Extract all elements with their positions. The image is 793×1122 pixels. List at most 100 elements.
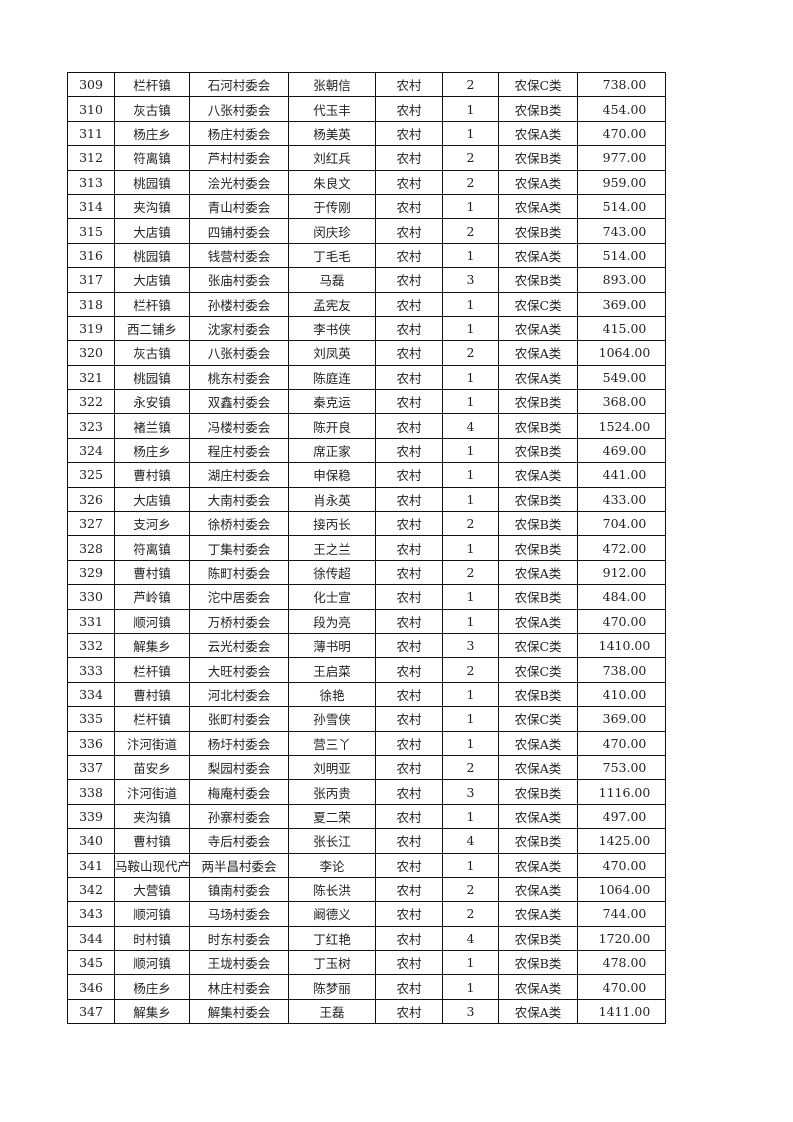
table-row: 341马鞍山现代产业园两半昌村委会李论农村1农保A类470.00 bbox=[67, 852, 666, 878]
area-type-cell: 农村 bbox=[375, 169, 443, 195]
table-row: 326 大店镇 大南村委会 肖永英 农村 1 农保B类 433.00 bbox=[67, 486, 666, 513]
person-name-cell: 阚德义 bbox=[288, 901, 376, 927]
town-cell: 解集乡 bbox=[114, 632, 190, 659]
table-row: 321 桃园镇 桃东村委会 陈庭连 农村 1 农保A类 549.00 bbox=[67, 364, 666, 391]
village-committee-cell: 丁集村委会 bbox=[189, 535, 289, 561]
table-row: 313 桃园镇 浍光村委会 朱良文 农村 2 农保A类 959.00 bbox=[67, 169, 666, 195]
area-type-cell: 农村 bbox=[375, 779, 443, 805]
row-number-cell: 312 bbox=[67, 145, 115, 171]
insurance-category-cell: 农保A类 bbox=[498, 169, 578, 195]
area-type-cell: 农村 bbox=[375, 730, 443, 756]
row-number-cell: 344 bbox=[67, 925, 115, 952]
insurance-category-cell: 农保A类 bbox=[498, 998, 578, 1025]
row-number-cell: 334 bbox=[67, 681, 115, 708]
table-row: 346 杨庄乡 林庄村委会 陈梦丽 农村 1 农保A类 470.00 bbox=[67, 974, 666, 1000]
area-type-cell: 农村 bbox=[375, 974, 443, 1000]
person-name-cell: 李论 bbox=[288, 852, 376, 878]
row-number-cell: 347 bbox=[67, 998, 115, 1025]
village-committee-cell: 石河村委会 bbox=[189, 71, 289, 98]
area-type-cell: 农村 bbox=[375, 828, 443, 854]
household-size-cell: 2 bbox=[442, 71, 499, 98]
insurance-category-cell: 农保C类 bbox=[498, 291, 578, 317]
area-type-cell: 农村 bbox=[375, 120, 443, 147]
person-name-cell: 孙雪侠 bbox=[288, 706, 376, 732]
row-number-cell: 311 bbox=[67, 120, 115, 147]
row-number-cell: 342 bbox=[67, 876, 115, 903]
table-row: 325 曹村镇 湖庄村委会 申保稳 农村 1 农保A类 441.00 bbox=[67, 462, 666, 488]
table-row: 340 曹村镇 寺后村委会 张长江 农村 4 农保B类 1425.00 bbox=[67, 828, 666, 854]
person-name-cell: 杨美英 bbox=[288, 120, 376, 147]
amount-cell: 484.00 bbox=[577, 584, 666, 610]
village-committee-cell: 万桥村委会 bbox=[189, 608, 289, 634]
insurance-category-cell: 农保B类 bbox=[498, 950, 578, 976]
area-type-cell: 农村 bbox=[375, 925, 443, 952]
insurance-category-cell: 农保A类 bbox=[498, 852, 578, 878]
person-name-cell: 陈长洪 bbox=[288, 876, 376, 903]
village-committee-cell: 梨园村委会 bbox=[189, 754, 289, 781]
amount-cell: 1116.00 bbox=[577, 779, 666, 805]
area-type-cell: 农村 bbox=[375, 803, 443, 830]
insurance-category-cell: 农保A类 bbox=[498, 974, 578, 1000]
area-type-cell: 农村 bbox=[375, 950, 443, 976]
town-cell: 栏杆镇 bbox=[114, 291, 190, 317]
amount-cell: 1410.00 bbox=[577, 632, 666, 659]
insurance-category-cell: 农保A类 bbox=[498, 462, 578, 488]
area-type-cell: 农村 bbox=[375, 413, 443, 439]
village-committee-cell: 杨圩村委会 bbox=[189, 730, 289, 756]
person-name-cell: 肖永英 bbox=[288, 486, 376, 513]
table-row: 314 夹沟镇 青山村委会 于传刚 农村 1 农保A类 514.00 bbox=[67, 193, 666, 220]
household-size-cell: 2 bbox=[442, 876, 499, 903]
household-size-cell: 1 bbox=[442, 706, 499, 732]
table-row: 319 西二铺乡 沈家村委会 李书侠 农村 1 农保A类 415.00 bbox=[67, 315, 666, 342]
area-type-cell: 农村 bbox=[375, 632, 443, 659]
row-number-cell: 322 bbox=[67, 389, 115, 415]
village-committee-cell: 梅庵村委会 bbox=[189, 779, 289, 805]
town-cell: 夹沟镇 bbox=[114, 193, 190, 220]
village-committee-cell: 浍光村委会 bbox=[189, 169, 289, 195]
village-committee-cell: 钱营村委会 bbox=[189, 242, 289, 269]
insurance-category-cell: 农保C类 bbox=[498, 71, 578, 98]
village-committee-cell: 林庄村委会 bbox=[189, 974, 289, 1000]
insurance-category-cell: 农保C类 bbox=[498, 706, 578, 732]
table-row: 309 栏杆镇 石河村委会 张朝信 农村 2 农保C类 738.00 bbox=[67, 71, 666, 98]
village-committee-cell: 孙楼村委会 bbox=[189, 291, 289, 317]
household-size-cell: 1 bbox=[442, 437, 499, 464]
town-cell: 大店镇 bbox=[114, 267, 190, 293]
amount-cell: 514.00 bbox=[577, 242, 666, 269]
town-cell: 芦岭镇 bbox=[114, 584, 190, 610]
row-number-cell: 313 bbox=[67, 169, 115, 195]
person-name-cell: 李书侠 bbox=[288, 315, 376, 342]
village-committee-cell: 湖庄村委会 bbox=[189, 462, 289, 488]
row-number-cell: 343 bbox=[67, 901, 115, 927]
area-type-cell: 农村 bbox=[375, 193, 443, 220]
table-row: 332 解集乡 云光村委会 薄书明 农村 3 农保C类 1410.00 bbox=[67, 632, 666, 659]
person-name-cell: 丁红艳 bbox=[288, 925, 376, 952]
person-name-cell: 刘红兵 bbox=[288, 145, 376, 171]
town-cell: 褚兰镇 bbox=[114, 413, 190, 439]
insurance-category-cell: 农保A类 bbox=[498, 608, 578, 634]
table-row: 335 栏杆镇 张町村委会 孙雪侠 农村 1 农保C类 369.00 bbox=[67, 706, 666, 732]
town-cell: 灰古镇 bbox=[114, 340, 190, 366]
insurance-category-cell: 农保B类 bbox=[498, 389, 578, 415]
row-number-cell: 327 bbox=[67, 511, 115, 537]
village-committee-cell: 桃东村委会 bbox=[189, 364, 289, 391]
insurance-category-cell: 农保A类 bbox=[498, 340, 578, 366]
amount-cell: 704.00 bbox=[577, 511, 666, 537]
village-committee-cell: 沈家村委会 bbox=[189, 315, 289, 342]
household-size-cell: 3 bbox=[442, 998, 499, 1025]
household-size-cell: 1 bbox=[442, 584, 499, 610]
amount-cell: 470.00 bbox=[577, 974, 666, 1000]
village-committee-cell: 大旺村委会 bbox=[189, 657, 289, 683]
village-committee-cell: 寺后村委会 bbox=[189, 828, 289, 854]
household-size-cell: 2 bbox=[442, 511, 499, 537]
area-type-cell: 农村 bbox=[375, 852, 443, 878]
household-size-cell: 2 bbox=[442, 218, 499, 244]
insurance-category-cell: 农保A类 bbox=[498, 876, 578, 903]
household-size-cell: 1 bbox=[442, 462, 499, 488]
town-cell: 曹村镇 bbox=[114, 681, 190, 708]
village-committee-cell: 沱中居委会 bbox=[189, 584, 289, 610]
household-size-cell: 1 bbox=[442, 291, 499, 317]
row-number-cell: 320 bbox=[67, 340, 115, 366]
row-number-cell: 330 bbox=[67, 584, 115, 610]
table-row: 324 杨庄乡 程庄村委会 席正家 农村 1 农保B类 469.00 bbox=[67, 437, 666, 464]
